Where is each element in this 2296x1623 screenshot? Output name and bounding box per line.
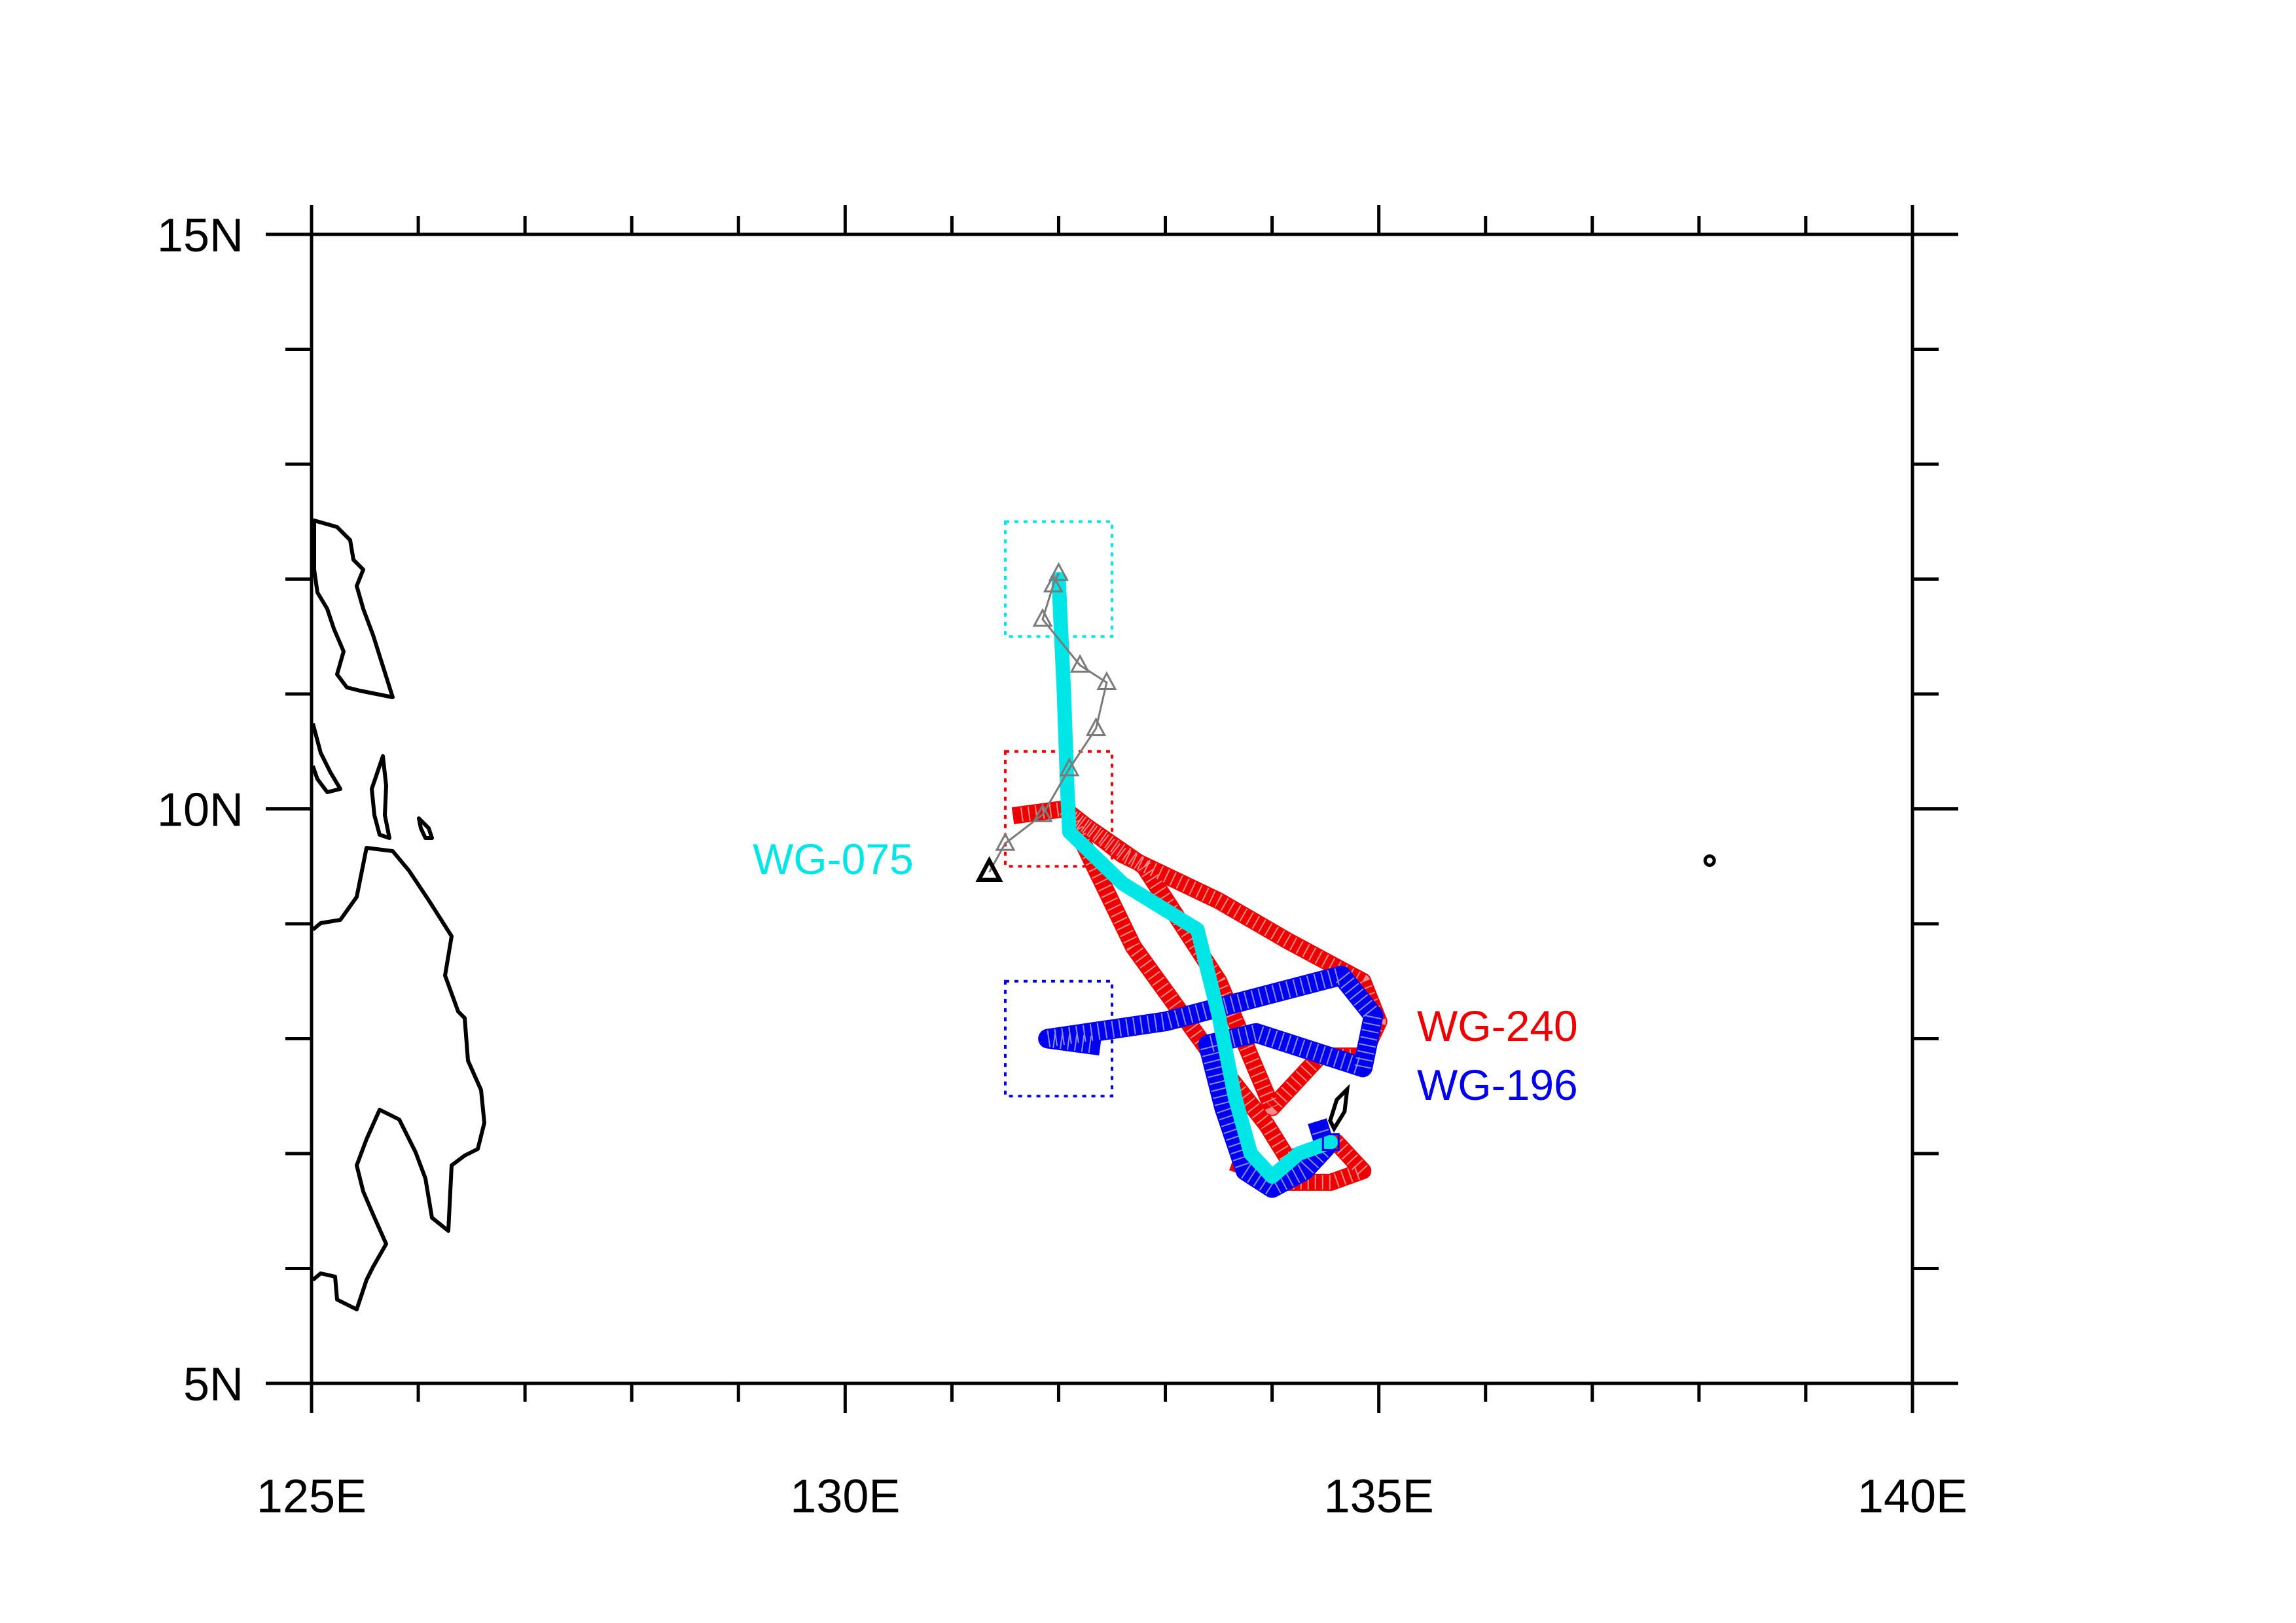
- x-tick-label: 135E: [1324, 1470, 1434, 1523]
- coastline-luzon-south: [312, 519, 395, 699]
- triangle-marker: [1048, 562, 1069, 581]
- y-tick-label: 5N: [183, 1359, 243, 1411]
- x-tick-label: 125E: [257, 1470, 367, 1523]
- coastline-mindanao: [312, 846, 486, 1311]
- axis-ticks: 125E 130E 135E 140E 15N 10N 5N: [157, 205, 1967, 1523]
- triangle-marker: [1096, 671, 1117, 690]
- y-tick-label: 10N: [157, 784, 243, 837]
- islands: [1328, 854, 1716, 1133]
- end-marker-square: [1321, 1133, 1340, 1151]
- coastline-small-island: [417, 816, 434, 840]
- label-wg-196: WG-196: [1417, 1061, 1578, 1109]
- track-wg-196: [1038, 965, 1384, 1198]
- coastline-philippines: [311, 519, 486, 1311]
- glider-tracks: [988, 572, 1388, 1198]
- coastline-samar: [311, 723, 342, 794]
- plot-border: [310, 232, 1914, 1385]
- x-tick-label: 130E: [790, 1470, 900, 1523]
- triangle-marker: [1059, 757, 1080, 776]
- triangle-marker: [1069, 653, 1090, 673]
- triangle-marker: [1032, 608, 1053, 627]
- triangle-marker: [995, 832, 1016, 851]
- triangle-marker: [1086, 717, 1107, 737]
- triangle-marker: [1032, 803, 1053, 822]
- island-palau: [1328, 1084, 1350, 1133]
- track-markers: [975, 562, 1340, 1151]
- x-tick-label: 140E: [1857, 1470, 1967, 1523]
- gray-track: [988, 573, 1108, 873]
- map-frame: [310, 232, 1914, 1385]
- label-wg-075: WG-075: [753, 835, 914, 883]
- triangle-marker: [1043, 574, 1064, 593]
- track-wg-075: [1051, 572, 1338, 1184]
- island-yap: [1703, 854, 1716, 867]
- region-box-red: [1003, 750, 1114, 868]
- region-box-blue: [1003, 979, 1114, 1098]
- label-wg-240: WG-240: [1417, 1002, 1578, 1050]
- start-triangle-marker: [975, 856, 1003, 883]
- y-tick-label: 15N: [157, 210, 243, 262]
- coastline-leyte: [370, 754, 391, 840]
